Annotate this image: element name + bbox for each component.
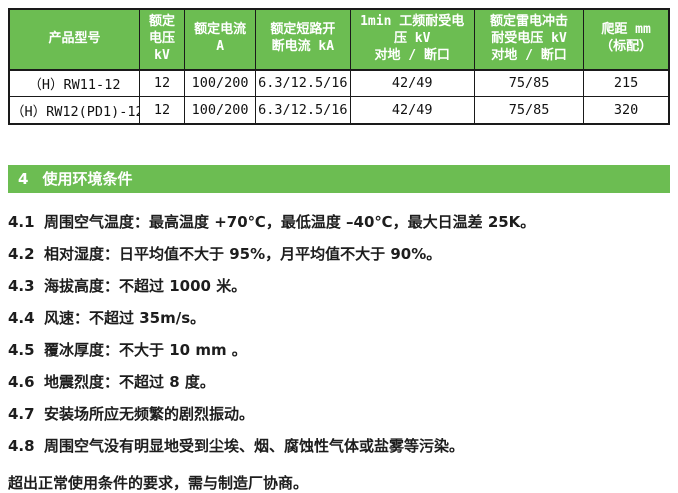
conditions-list: 4.1 周围空气温度：最高温度 +70℃，最低温度 –40℃，最大日温差 25K…	[8, 212, 670, 456]
condition-number: 4.7	[8, 404, 35, 423]
table-cell: 100/200	[184, 96, 257, 125]
condition-item: 4.3 海拔高度：不超过 1000 米。	[8, 276, 670, 296]
header-rated-current: 额定电流 A	[184, 8, 257, 71]
table-cell: 75/85	[473, 96, 585, 125]
datasheet-page: 产品型号 额定 电压 kV 额定电流 A 额定短路开 断电流 kA 1min 工…	[8, 8, 670, 492]
condition-number: 4.3	[8, 276, 35, 295]
table-cell: 100/200	[184, 69, 257, 98]
section-header-bar: 4 使用环境条件	[8, 164, 670, 193]
condition-item: 4.1 周围空气温度：最高温度 +70℃，最低温度 –40℃，最大日温差 25K…	[8, 212, 670, 232]
spec-table: 产品型号 额定 电压 kV 额定电流 A 额定短路开 断电流 kA 1min 工…	[8, 8, 670, 125]
condition-number: 4.1	[8, 212, 35, 231]
table-cell: （H）RW12(PD1)-12	[8, 96, 140, 125]
condition-item: 4.2 相对湿度：日平均值不大于 95%，月平均值不大于 90%。	[8, 244, 670, 264]
header-lightning-impulse-withstand: 额定雷电冲击 耐受电压 kV 对地 / 断口	[473, 8, 585, 71]
condition-text: 周围空气温度：最高温度 +70℃，最低温度 –40℃，最大日温差 25K。	[44, 212, 536, 231]
header-power-frequency-withstand: 1min 工频耐受电 压 kV 对地 / 断口	[349, 8, 475, 71]
table-cell: 320	[583, 96, 670, 125]
condition-text: 覆冰厚度：不大于 10 mm 。	[44, 340, 247, 359]
table-cell: 215	[583, 69, 670, 98]
table-cell: 12	[138, 69, 186, 98]
condition-text: 风速：不超过 35m/s。	[44, 308, 206, 327]
condition-text: 安装场所应无频繁的剧烈振动。	[44, 404, 255, 423]
condition-text: 相对湿度：日平均值不大于 95%，月平均值不大于 90%。	[44, 244, 442, 263]
table-row: （H）RW11-12 12 100/200 6.3/12.5/16 42/49 …	[8, 69, 670, 98]
header-product-model: 产品型号	[8, 8, 140, 71]
table-cell: 42/49	[349, 96, 475, 125]
condition-number: 4.2	[8, 244, 35, 263]
table-cell: （H）RW11-12	[8, 69, 140, 98]
table-row: （H）RW12(PD1)-12 12 100/200 6.3/12.5/16 4…	[8, 96, 670, 125]
condition-text: 周围空气没有明显地受到尘埃、烟、腐蚀性气体或盐雾等污染。	[44, 436, 465, 455]
condition-item: 4.4 风速：不超过 35m/s。	[8, 308, 670, 328]
condition-number: 4.6	[8, 372, 35, 391]
section-title: 使用环境条件	[42, 169, 133, 188]
table-cell: 6.3/12.5/16	[255, 96, 351, 125]
condition-item: 4.6 地震烈度：不超过 8 度。	[8, 372, 670, 392]
header-rated-voltage: 额定 电压 kV	[138, 8, 186, 71]
header-breaking-current: 额定短路开 断电流 kA	[255, 8, 351, 71]
table-cell: 6.3/12.5/16	[255, 69, 351, 98]
condition-text: 地震烈度：不超过 8 度。	[44, 372, 215, 391]
table-cell: 42/49	[349, 69, 475, 98]
table-cell: 75/85	[473, 69, 585, 98]
header-creepage-distance: 爬距 mm （标配）	[583, 8, 670, 71]
condition-number: 4.8	[8, 436, 35, 455]
condition-item: 4.8 周围空气没有明显地受到尘埃、烟、腐蚀性气体或盐雾等污染。	[8, 436, 670, 456]
section-number: 4	[18, 169, 29, 188]
condition-text: 海拔高度：不超过 1000 米。	[44, 276, 247, 295]
table-cell: 12	[138, 96, 186, 125]
footer-note: 超出正常使用条件的要求，需与制造厂协商。	[8, 473, 309, 492]
condition-number: 4.4	[8, 308, 35, 327]
table-header-row: 产品型号 额定 电压 kV 额定电流 A 额定短路开 断电流 kA 1min 工…	[8, 8, 670, 71]
condition-item: 4.7 安装场所应无频繁的剧烈振动。	[8, 404, 670, 424]
condition-item: 4.5 覆冰厚度：不大于 10 mm 。	[8, 340, 670, 360]
condition-number: 4.5	[8, 340, 35, 359]
